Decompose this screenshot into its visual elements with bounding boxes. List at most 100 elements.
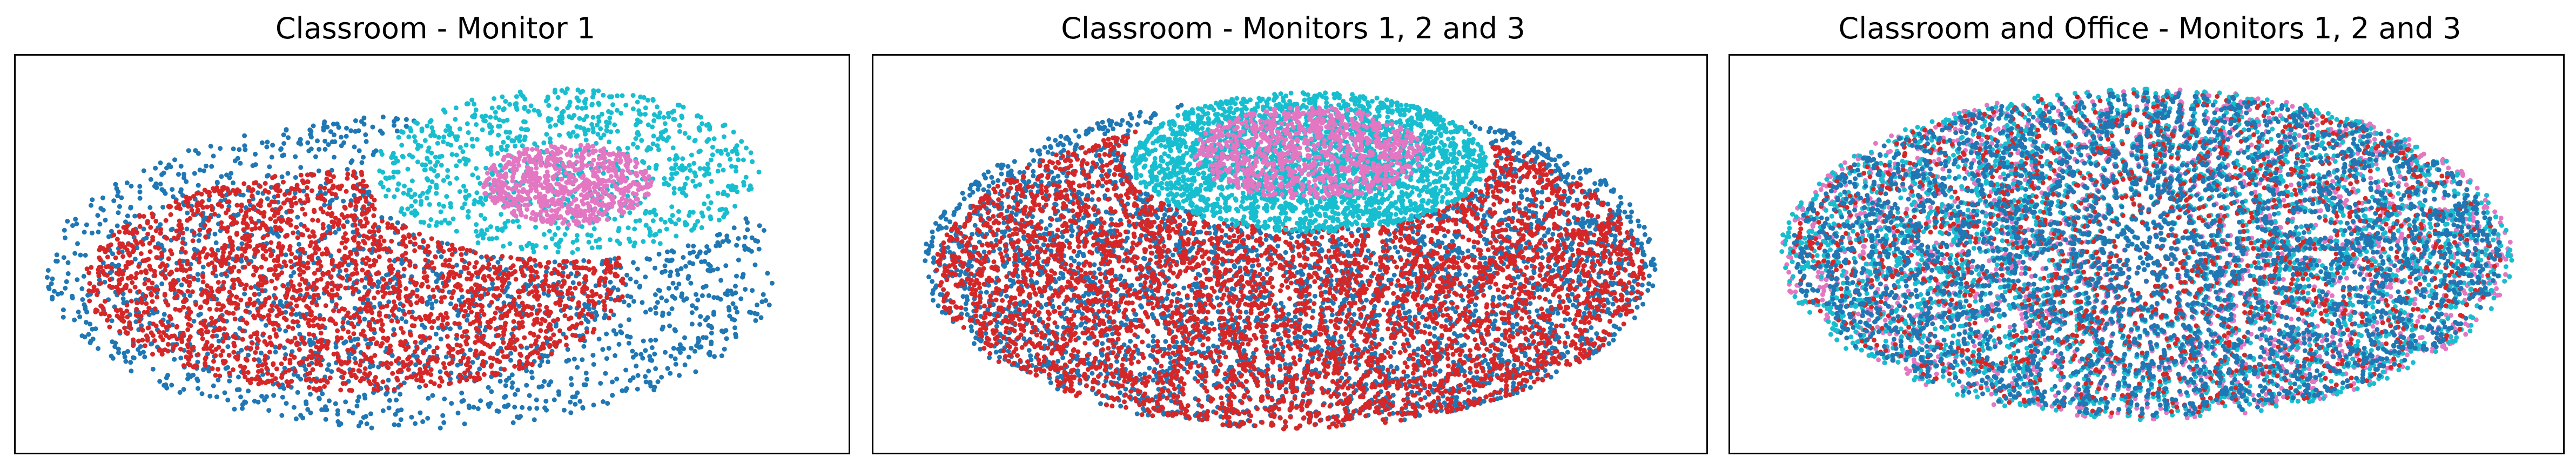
scatter-point <box>488 364 494 369</box>
scatter-point <box>162 292 167 297</box>
scatter-point <box>109 229 114 234</box>
scatter-point <box>243 356 248 361</box>
scatter-point <box>102 311 107 317</box>
scatter-point <box>623 388 628 393</box>
scatter-point <box>379 215 385 220</box>
scatter-point <box>437 384 442 389</box>
scatter-point <box>442 397 447 401</box>
scatter-point <box>513 392 517 397</box>
scatter-point <box>344 239 349 244</box>
scatter-point <box>399 129 404 134</box>
scatter-point <box>60 314 66 320</box>
scatter-point <box>647 165 652 170</box>
scatter-point <box>486 402 491 407</box>
scatter-point <box>732 146 738 151</box>
scatter-point <box>325 380 330 385</box>
scatter-point <box>408 332 413 338</box>
scatter-point <box>193 148 198 153</box>
scatter-point <box>395 220 400 225</box>
scatter-point <box>405 357 411 362</box>
scatter-point <box>245 378 251 382</box>
scatter-point <box>116 346 121 352</box>
scatter-point <box>463 194 468 200</box>
scatter-point <box>251 313 256 319</box>
scatter-point <box>745 227 750 232</box>
scatter-point <box>219 220 224 225</box>
scatter-point <box>246 185 252 190</box>
scatter-point <box>501 313 507 318</box>
scatter-point <box>410 155 415 160</box>
scatter-point <box>520 320 525 325</box>
scatter-point <box>360 267 365 273</box>
scatter-point <box>651 387 657 393</box>
scatter-point <box>673 328 678 334</box>
scatter-point <box>306 385 312 390</box>
scatter-point <box>419 296 424 301</box>
scatter-point <box>674 233 679 239</box>
scatter-point <box>174 229 179 234</box>
scatter-point <box>265 139 270 145</box>
scatter-point <box>756 246 762 252</box>
scatter-point <box>388 278 393 283</box>
scatter-point <box>204 283 210 288</box>
scatter-point <box>309 188 314 193</box>
scatter-point <box>221 318 226 324</box>
scatter-point <box>516 415 521 420</box>
scatter-point <box>508 255 514 260</box>
scatter-point <box>570 280 576 285</box>
scatter-point <box>752 311 757 316</box>
scatter-point <box>407 310 412 315</box>
scatter-point <box>495 358 500 364</box>
scatter-point <box>276 207 281 212</box>
scatter-point <box>568 410 574 415</box>
scatter-point <box>116 287 121 292</box>
scatter-point <box>669 219 674 225</box>
scatter-point <box>481 276 486 281</box>
scatter-point <box>648 380 653 385</box>
scatter-point <box>604 331 609 337</box>
scatter-point <box>346 358 352 364</box>
scatter-point <box>218 307 224 312</box>
scatter-point <box>338 283 343 288</box>
scatter-point <box>502 367 507 372</box>
scatter-point <box>187 196 192 201</box>
scatter-point <box>707 126 712 132</box>
scatter-point <box>271 231 276 236</box>
scatter-point <box>351 230 356 235</box>
scatter-point <box>291 319 297 325</box>
scatter-point <box>153 218 159 224</box>
scatter-point <box>265 173 270 179</box>
scatter-point <box>283 356 288 361</box>
scatter-point <box>305 227 310 232</box>
scatter-point <box>174 267 179 272</box>
scatter-point <box>181 172 186 177</box>
scatter-point <box>225 186 230 191</box>
scatter-point <box>393 412 398 417</box>
scatter-point <box>131 342 136 347</box>
scatter-point <box>368 327 374 332</box>
scatter-point <box>172 357 177 362</box>
scatter-point <box>259 304 264 309</box>
scatter-point <box>362 285 368 290</box>
scatter-point <box>445 142 450 147</box>
scatter-point <box>533 225 539 230</box>
scatter-point <box>185 327 191 332</box>
scatter-point <box>695 254 700 259</box>
scatter-point <box>273 376 278 381</box>
scatter-point <box>128 205 133 211</box>
scatter-point <box>521 284 526 290</box>
scatter-point <box>637 111 642 117</box>
scatter-point <box>395 116 400 122</box>
scatter-point <box>217 373 223 379</box>
scatter-point <box>192 171 197 176</box>
scatter-point <box>761 228 766 233</box>
scatter-point <box>207 193 212 199</box>
scatter-point <box>653 366 658 371</box>
scatter-point <box>327 375 333 380</box>
scatter-point <box>538 264 543 268</box>
scatter-point <box>253 180 259 185</box>
scatter-point <box>743 174 749 180</box>
scatter-point <box>567 285 573 291</box>
scatter-point <box>513 269 518 274</box>
scatter-point <box>378 129 383 133</box>
